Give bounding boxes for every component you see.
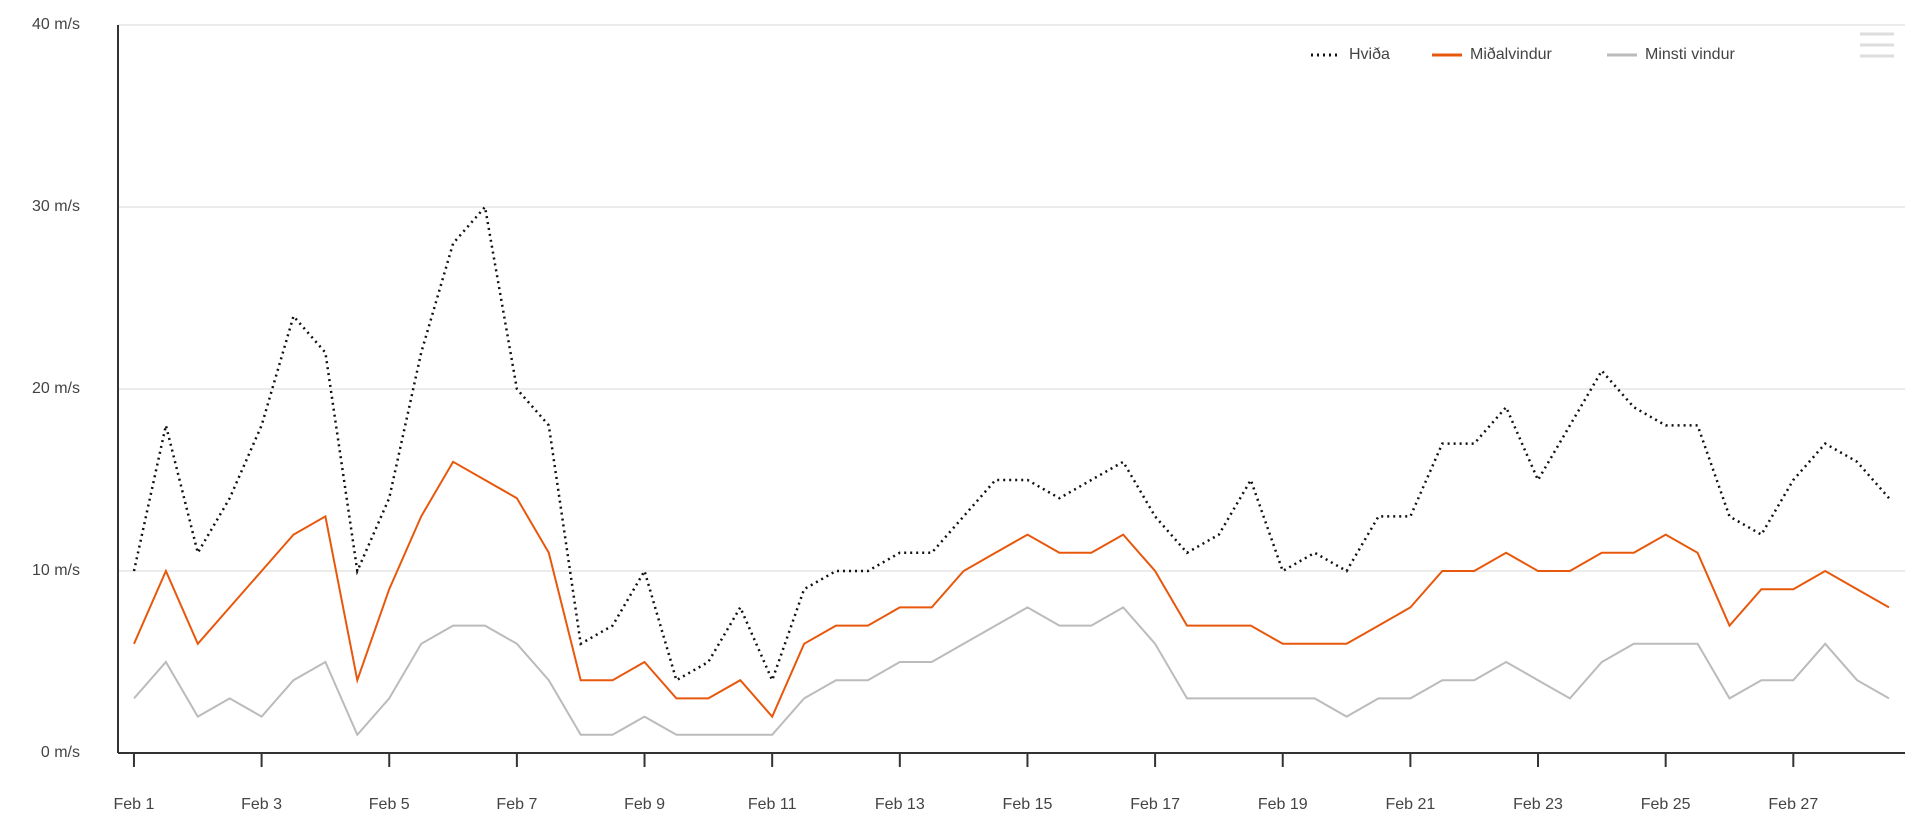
legend-label: Hviða — [1349, 46, 1390, 63]
y-tick-label: 30 m/s — [32, 198, 80, 215]
y-tick-label: 20 m/s — [32, 380, 80, 397]
x-tick-label: Feb 27 — [1768, 796, 1818, 813]
legend-label: Miðalvindur — [1470, 46, 1552, 63]
legend-item: Miðalvindur — [1432, 46, 1552, 63]
x-tick-label: Feb 15 — [1003, 796, 1053, 813]
legend-label: Minsti vindur — [1645, 46, 1735, 63]
legend-item: Minsti vindur — [1607, 46, 1735, 63]
x-tick-label: Feb 23 — [1513, 796, 1563, 813]
x-tick-label: Feb 1 — [113, 796, 154, 813]
x-tick-label: Feb 21 — [1385, 796, 1435, 813]
x-tick-label: Feb 25 — [1641, 796, 1691, 813]
x-tick-label: Feb 19 — [1258, 796, 1308, 813]
x-tick-label: Feb 11 — [748, 796, 797, 813]
legend-item: Hviða — [1311, 46, 1390, 63]
y-tick-label: 10 m/s — [32, 562, 80, 579]
x-tick-label: Feb 7 — [496, 796, 537, 813]
series-line — [133, 460, 1890, 719]
x-tick-label: Feb 13 — [875, 796, 925, 813]
series-line — [132, 204, 1890, 684]
y-tick-label: 40 m/s — [32, 16, 80, 33]
series-line — [133, 606, 1890, 737]
x-tick-label: Feb 5 — [369, 796, 410, 813]
y-tick-label: 0 m/s — [41, 744, 80, 761]
x-tick-label: Feb 3 — [241, 796, 282, 813]
menu-button[interactable] — [1856, 24, 1896, 64]
x-tick-label: Feb 17 — [1130, 796, 1180, 813]
x-tick-label: Feb 9 — [624, 796, 665, 813]
